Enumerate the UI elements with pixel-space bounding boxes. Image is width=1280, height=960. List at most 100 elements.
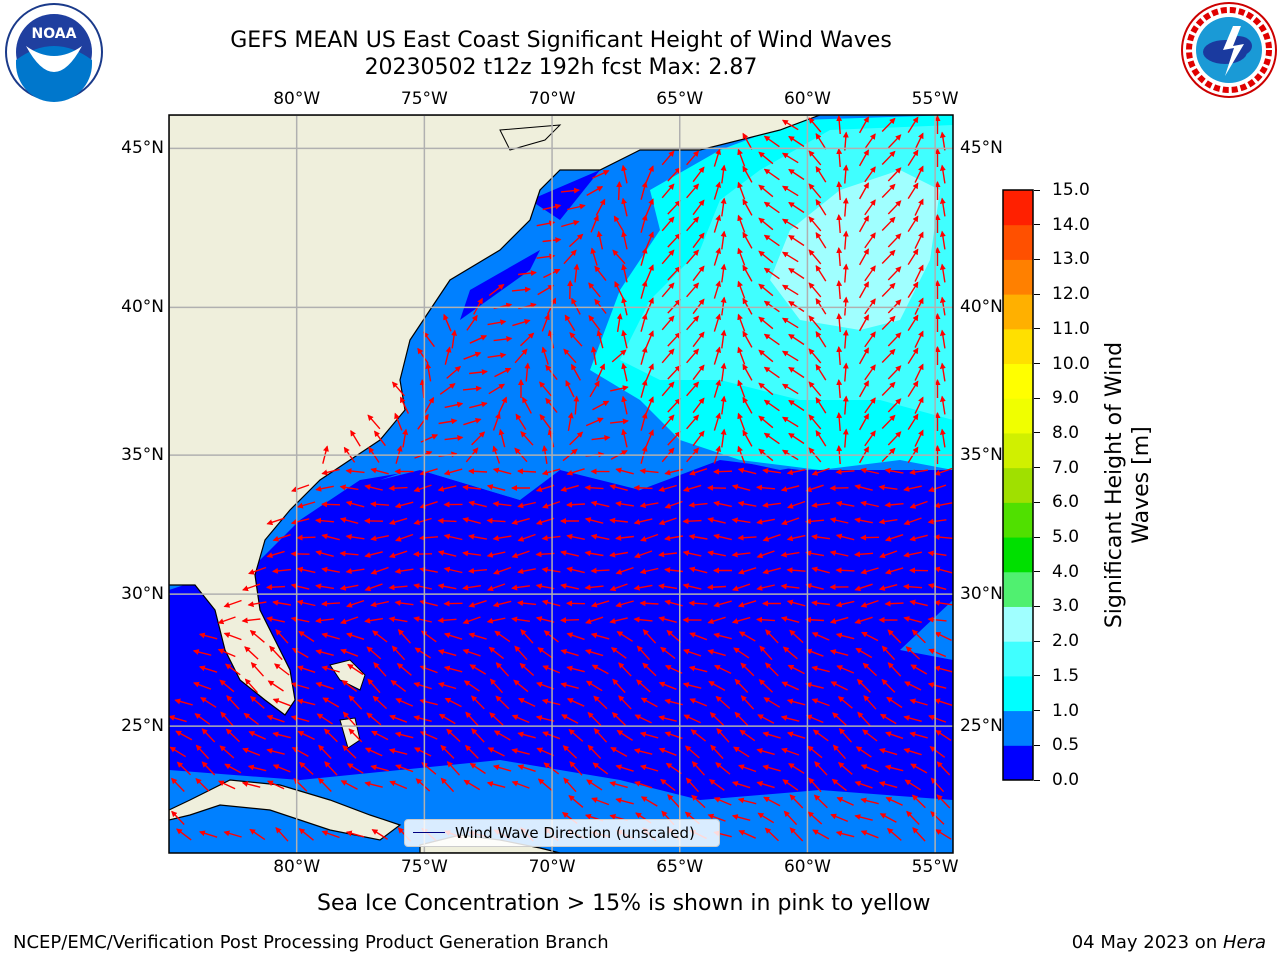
- wind-wave-arrow: [661, 183, 675, 199]
- wind-wave-arrow: [731, 616, 751, 624]
- wind-wave-arrow: [413, 681, 432, 690]
- lat-label-right: 25°N: [960, 716, 1003, 737]
- wind-wave-arrow: [762, 731, 781, 739]
- wind-wave-arrow: [513, 679, 529, 693]
- wind-wave-arrow: [815, 133, 827, 150]
- wind-wave-arrow: [634, 550, 653, 559]
- wind-wave-arrow: [835, 500, 855, 507]
- wind-wave-arrow: [444, 435, 464, 441]
- wind-wave-arrow: [567, 203, 586, 211]
- wind-wave-arrow: [658, 747, 677, 756]
- wind-wave-arrow: [469, 664, 487, 675]
- wind-wave-arrow: [296, 501, 316, 509]
- wind-wave-arrow: [593, 728, 608, 743]
- wind-wave-arrow: [469, 762, 486, 775]
- wind-wave-arrow: [667, 794, 681, 809]
- wind-wave-arrow: [815, 199, 827, 216]
- wind-wave-arrow: [758, 679, 773, 693]
- wind-wave-arrow: [686, 381, 700, 397]
- wind-wave-arrow: [707, 584, 727, 591]
- wind-wave-arrow: [535, 517, 555, 526]
- wind-wave-arrow: [347, 663, 364, 676]
- wind-wave-arrow: [907, 380, 919, 397]
- wind-wave-arrow: [812, 729, 829, 742]
- wind-wave-arrow: [171, 810, 185, 825]
- wind-wave-arrow: [782, 779, 799, 791]
- wind-wave-arrow: [296, 698, 316, 706]
- wind-wave-arrow: [835, 632, 855, 640]
- wind-wave-arrow: [737, 467, 757, 475]
- legend-line-icon: [413, 832, 445, 833]
- wind-wave-arrow: [511, 616, 531, 623]
- wind-wave-arrow: [539, 413, 552, 430]
- wind-wave-arrow: [539, 381, 552, 397]
- wind-wave-arrow: [639, 731, 659, 739]
- colorbar-frame: [1002, 189, 1034, 781]
- colorbar-tick-mark: [1034, 501, 1040, 503]
- wind-wave-arrow: [903, 616, 922, 623]
- wind-wave-arrow: [692, 232, 705, 249]
- wind-wave-arrow: [909, 500, 928, 509]
- wind-wave-arrow: [487, 747, 505, 757]
- wind-wave-arrow: [836, 280, 843, 300]
- wind-wave-arrow: [829, 616, 849, 624]
- wind-wave-arrow: [836, 181, 843, 201]
- wind-wave-arrow: [250, 662, 265, 677]
- wind-wave-arrow: [594, 298, 607, 314]
- wind-wave-arrow: [590, 632, 610, 640]
- wind-wave-arrow: [939, 230, 946, 250]
- wind-wave-arrow: [596, 329, 604, 349]
- wind-wave-arrow: [781, 747, 800, 756]
- wind-wave-arrow: [645, 396, 654, 415]
- chart-title: GEFS MEAN US East Coast Significant Heig…: [230, 28, 892, 53]
- wind-wave-arrow: [609, 517, 628, 524]
- wind-wave-arrow: [737, 214, 746, 233]
- lon-label-top: 75°W: [400, 89, 448, 109]
- wind-wave-arrow: [364, 583, 383, 592]
- wind-wave-arrow: [787, 664, 805, 675]
- wind-wave-arrow: [758, 217, 774, 231]
- wind-wave-arrow: [887, 662, 902, 677]
- wind-wave-arrow: [242, 583, 261, 592]
- wind-wave-arrow: [464, 744, 479, 759]
- wind-wave-arrow: [808, 414, 822, 430]
- wind-wave-arrow: [567, 412, 574, 432]
- wind-wave-arrow: [842, 296, 849, 316]
- wind-wave-arrow: [763, 697, 781, 708]
- wind-wave-arrow: [881, 381, 896, 396]
- wind-wave-arrow: [374, 430, 386, 447]
- wind-wave-arrow: [858, 413, 870, 431]
- wind-wave-arrow: [370, 566, 389, 575]
- wind-wave-arrow: [621, 329, 628, 349]
- wind-wave-arrow: [811, 632, 830, 641]
- wind-wave-arrow: [615, 764, 634, 772]
- wind-wave-arrow: [661, 282, 675, 298]
- wind-wave-arrow: [275, 827, 289, 842]
- wind-wave-arrow: [667, 167, 681, 182]
- wind-wave-arrow: [590, 567, 610, 574]
- wind-wave-arrow: [763, 135, 780, 148]
- wind-wave-arrow: [933, 665, 953, 673]
- wind-wave-arrow: [710, 744, 724, 760]
- wind-wave-arrow: [835, 830, 855, 838]
- wind-wave-arrow: [757, 812, 775, 824]
- wind-wave-arrow: [388, 616, 408, 623]
- wind-wave-arrow: [788, 135, 805, 148]
- wind-wave-arrow: [266, 616, 285, 623]
- wind-wave-arrow: [560, 682, 579, 689]
- wind-wave-arrow: [884, 534, 904, 542]
- wind-wave-arrow: [686, 183, 700, 199]
- wind-wave-arrow: [731, 551, 751, 558]
- wind-wave-arrow: [838, 728, 853, 743]
- wind-wave-arrow: [517, 764, 536, 772]
- wind-wave-arrow: [884, 567, 904, 575]
- wind-wave-arrow: [486, 551, 506, 558]
- wind-wave-arrow: [788, 366, 805, 379]
- wind-wave-arrow: [339, 550, 359, 557]
- wind-wave-arrow: [887, 365, 902, 380]
- north-america-land: [169, 115, 821, 716]
- wind-wave-arrow: [658, 616, 677, 623]
- wind-wave-arrow: [808, 381, 822, 397]
- wind-wave-arrow: [667, 299, 681, 314]
